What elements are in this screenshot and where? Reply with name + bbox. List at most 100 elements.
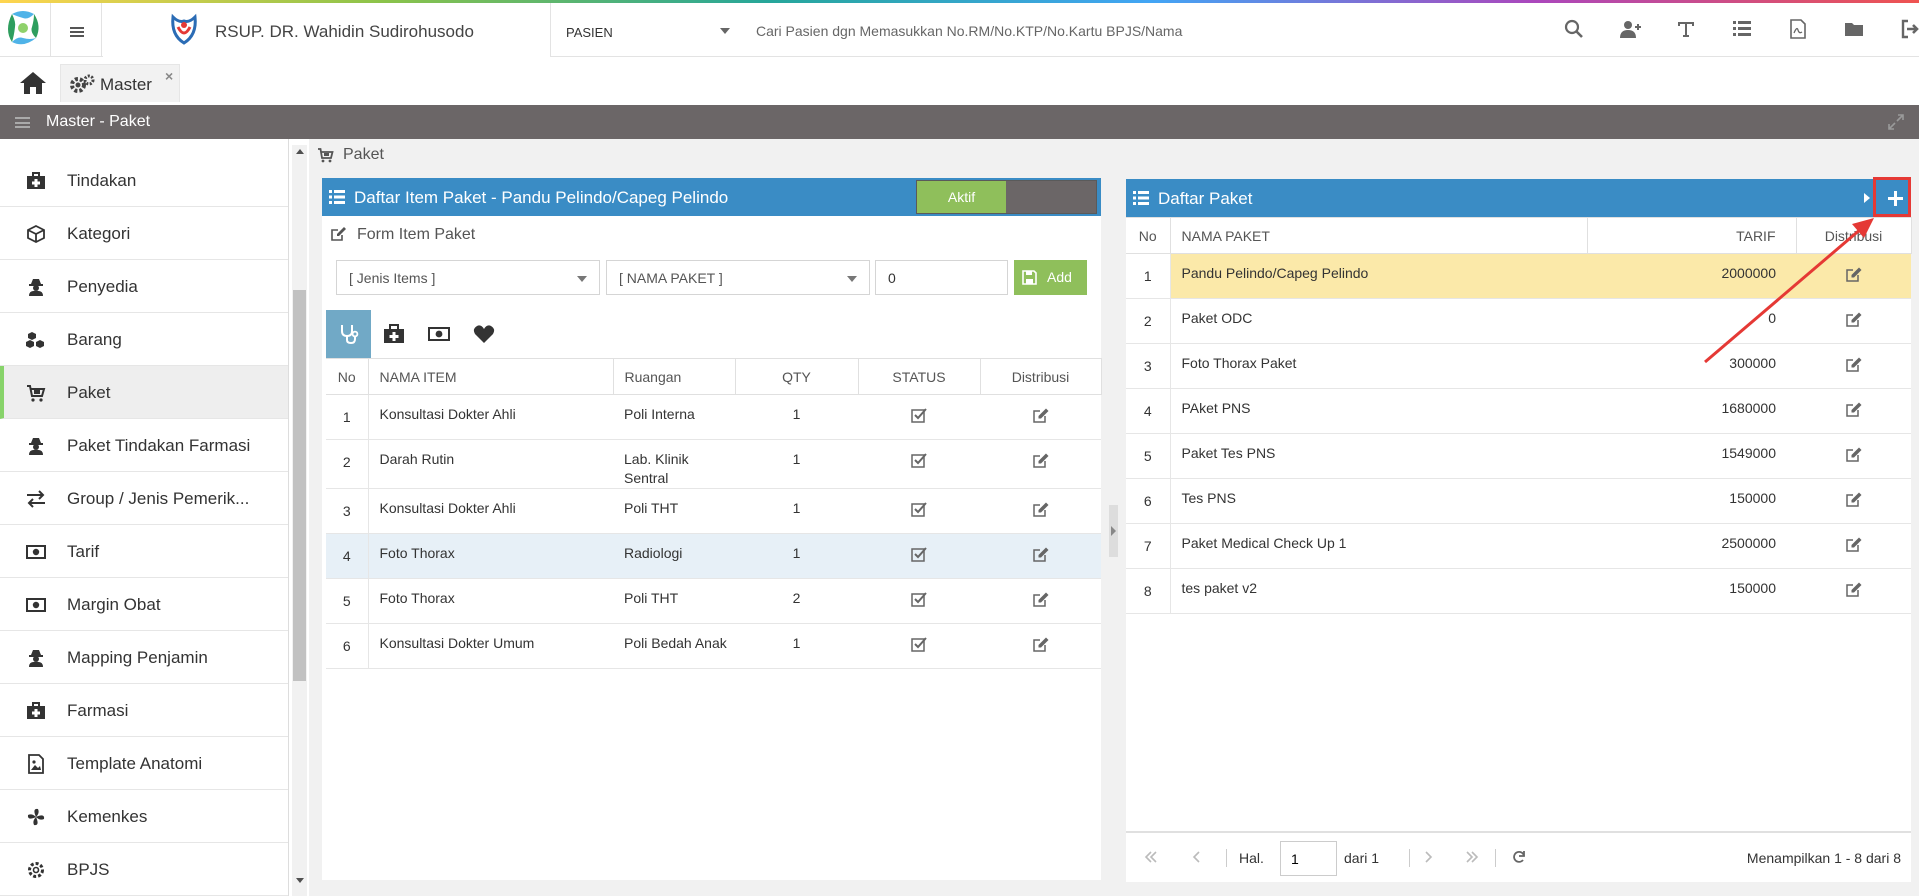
sidebar-item-kategori[interactable]: Kategori (0, 207, 288, 260)
check-square-icon[interactable] (911, 547, 927, 562)
add-paket-button[interactable] (1879, 179, 1911, 217)
next-page-icon[interactable] (1421, 850, 1435, 864)
status-cell[interactable] (858, 578, 980, 624)
list-button[interactable] (1714, 16, 1770, 42)
last-page-icon[interactable] (1465, 850, 1479, 864)
edit-icon[interactable] (1845, 537, 1862, 552)
sidebar-item-kemenkes[interactable]: Kemenkes (0, 790, 288, 843)
sidebar-item-mapping-penjamin[interactable]: Mapping Penjamin (0, 631, 288, 684)
column-header[interactable]: Distribusi (1796, 217, 1912, 254)
distribusi-cell[interactable] (1796, 568, 1911, 614)
search-button[interactable] (1546, 16, 1602, 42)
jenis-items-select[interactable]: [ Jenis Items ] (336, 260, 600, 295)
column-header[interactable]: Ruangan (613, 358, 736, 395)
edit-icon[interactable] (1845, 582, 1862, 597)
check-square-icon[interactable] (911, 592, 927, 607)
caret-right-icon[interactable] (1864, 193, 1870, 203)
previous-page-icon[interactable] (1190, 850, 1204, 864)
table-row[interactable]: 6 Tes PNS 150000 (1126, 478, 1911, 524)
page-number-input[interactable] (1280, 841, 1337, 876)
distribusi-cell[interactable] (980, 488, 1101, 534)
status-cell[interactable] (858, 394, 980, 440)
edit-icon[interactable] (1032, 408, 1049, 423)
sidebar-scrollbar-thumb[interactable] (293, 290, 306, 681)
distribusi-cell[interactable] (1796, 478, 1911, 524)
refresh-icon[interactable] (1512, 850, 1526, 864)
distribusi-cell[interactable] (1796, 388, 1911, 434)
tab-tarif[interactable] (416, 310, 461, 358)
status-cell[interactable] (858, 533, 980, 579)
sidebar-item-farmasi[interactable]: Farmasi (0, 684, 288, 737)
sidebar-item-tarif[interactable]: Tarif (0, 525, 288, 578)
sidebar-item-template-anatomi[interactable]: Template Anatomi (0, 737, 288, 790)
qty-input[interactable] (875, 260, 1008, 295)
close-icon[interactable]: × (165, 68, 174, 84)
table-row[interactable]: 5 Foto Thorax Poli THT 2 (326, 578, 1101, 624)
panel-collapse-handle[interactable] (1109, 505, 1118, 557)
sidebar-item-paket[interactable]: Paket (0, 366, 288, 419)
sidebar-item-barang[interactable]: Barang (0, 313, 288, 366)
edit-icon[interactable] (1845, 357, 1862, 372)
distribusi-cell[interactable] (980, 394, 1101, 440)
distribusi-cell[interactable] (1796, 298, 1911, 344)
logout-button[interactable] (1882, 16, 1919, 42)
column-header[interactable]: STATUS (858, 358, 981, 395)
check-square-icon[interactable] (911, 502, 927, 517)
column-header[interactable]: Distribusi (980, 358, 1102, 395)
edit-icon[interactable] (1845, 267, 1862, 282)
column-header[interactable]: NAMA PAKET (1170, 217, 1588, 254)
table-row[interactable]: 7 Paket Medical Check Up 1 2500000 (1126, 523, 1911, 569)
table-row[interactable]: 4 Foto Thorax Radiologi 1 (326, 533, 1101, 579)
column-header[interactable]: NAMA ITEM (368, 358, 614, 395)
table-row[interactable]: 4 PAket PNS 1680000 (1126, 388, 1911, 434)
toggle-aktif[interactable]: Aktif (917, 181, 1006, 213)
sidebar-item-penyedia[interactable]: Penyedia (0, 260, 288, 313)
scroll-down-icon[interactable] (296, 878, 304, 883)
edit-icon[interactable] (1032, 547, 1049, 562)
distribusi-cell[interactable] (1796, 253, 1911, 299)
table-row[interactable]: 6 Konsultasi Dokter Umum Poli Bedah Anak 1 (326, 623, 1101, 669)
table-row[interactable]: 8 tes paket v2 150000 (1126, 568, 1911, 614)
nama-paket-select[interactable]: [ NAMA PAKET ] (606, 260, 870, 295)
status-cell[interactable] (858, 488, 980, 534)
expand-icon[interactable] (1888, 114, 1904, 130)
toggle-nonaktif[interactable] (1006, 181, 1096, 213)
distribusi-cell[interactable] (980, 533, 1101, 579)
scroll-up-icon[interactable] (296, 149, 304, 154)
sidebar-item-tindakan[interactable]: Tindakan (0, 154, 288, 207)
table-row[interactable]: 5 Paket Tes PNS 1549000 (1126, 433, 1911, 479)
table-row[interactable]: 2 Paket ODC 0 (1126, 298, 1911, 344)
status-cell[interactable] (858, 623, 980, 669)
table-row[interactable]: 2 Darah Rutin Lab. Klinik Sentral 1 (326, 439, 1101, 489)
hamburger-icon[interactable] (15, 117, 30, 128)
edit-icon[interactable] (1032, 637, 1049, 652)
distribusi-cell[interactable] (980, 578, 1101, 624)
app-logo[interactable] (4, 8, 42, 48)
sidebar-item-margin-obat[interactable]: Margin Obat (0, 578, 288, 631)
edit-icon[interactable] (1845, 492, 1862, 507)
status-cell[interactable] (858, 439, 980, 489)
edit-icon[interactable] (1845, 312, 1862, 327)
edit-icon[interactable] (1845, 447, 1862, 462)
distribusi-cell[interactable] (980, 623, 1101, 669)
pdf-button[interactable] (1770, 16, 1826, 42)
table-row[interactable]: 1 Pandu Pelindo/Capeg Pelindo 2000000 (1126, 253, 1911, 299)
edit-icon[interactable] (1032, 592, 1049, 607)
folder-button[interactable] (1826, 16, 1882, 42)
sidebar-item-paket-tindakan-farmasi[interactable]: Paket Tindakan Farmasi (0, 419, 288, 472)
table-row[interactable]: 3 Foto Thorax Paket 300000 (1126, 343, 1911, 389)
distribusi-cell[interactable] (980, 439, 1101, 489)
column-header[interactable]: TARIF (1587, 217, 1797, 254)
table-row[interactable]: 1 Konsultasi Dokter Ahli Poli Interna 1 (326, 394, 1101, 440)
edit-icon[interactable] (1845, 402, 1862, 417)
distribusi-cell[interactable] (1796, 343, 1911, 389)
home-icon[interactable] (18, 70, 48, 96)
tab-tindakan[interactable] (326, 310, 371, 358)
check-square-icon[interactable] (911, 408, 927, 423)
sidebar-item-group-jenis-pemeriksaan[interactable]: Group / Jenis Pemerik... (0, 472, 288, 525)
check-square-icon[interactable] (911, 637, 927, 652)
menu-toggle-button[interactable] (50, 3, 102, 57)
patient-type-select[interactable]: PASIEN (552, 3, 738, 57)
add-button[interactable]: Add (1014, 260, 1087, 295)
column-header[interactable]: No (326, 358, 369, 395)
